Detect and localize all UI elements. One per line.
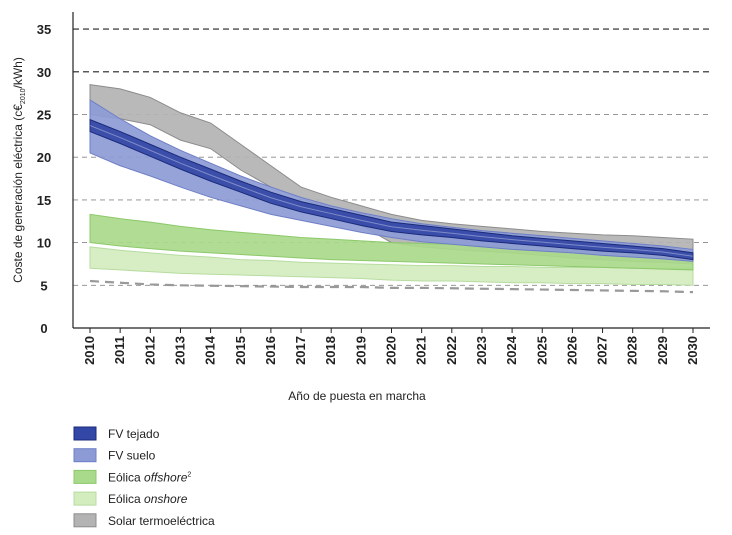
axes	[72, 12, 710, 333]
area-e-lica-onshore	[89, 246, 694, 286]
y-tick-label-25: 25	[37, 107, 51, 122]
legend-label-e-lica-onshore: Eólica onshore	[108, 492, 188, 506]
x-tick-label-2022: 2022	[444, 336, 459, 365]
legend-label-fv-suelo: FV suelo	[108, 449, 156, 463]
area-fv-tejado	[89, 118, 694, 261]
x-tick-label-2023: 2023	[474, 336, 489, 365]
y-tick-label-0: 0	[40, 321, 47, 336]
x-tick-label-2028: 2028	[625, 336, 640, 365]
x-tick-label-2030: 2030	[685, 336, 700, 365]
legend-swatch-fv-suelo	[73, 448, 97, 463]
area-fv-tejado-midline	[89, 125, 694, 257]
y-axis-title-prefix: Coste de generación eléctrica (c€	[11, 104, 25, 283]
x-tick-label-2025: 2025	[534, 336, 549, 365]
reference-lines	[89, 279, 694, 294]
y-axis-title-suffix: /kWh)	[11, 57, 25, 88]
y-axis-title-subscript: 2010	[20, 88, 27, 104]
legend-swatch-e-lica-offshore	[73, 469, 97, 484]
y-tick-label-5: 5	[40, 278, 47, 293]
x-tick-label-2013: 2013	[172, 336, 187, 365]
x-tick-label-2018: 2018	[323, 336, 338, 365]
x-tick-label-2019: 2019	[353, 336, 368, 365]
x-tick-label-2010: 2010	[82, 336, 97, 365]
legend-label-solar-termoel-ctrica: Solar termoeléctrica	[108, 514, 215, 528]
y-tick-labels: 0 5 10 15 20 25 30 35	[37, 22, 51, 336]
legend-swatch-fv-tejado	[73, 426, 97, 441]
x-tick-label-2021: 2021	[414, 336, 429, 365]
x-tick-labels: 2010 2011 2012 2013 2014 2015 2016 2017 2018 2019…	[82, 335, 700, 365]
legend-label-e-lica-offshore: Eólica offshore2	[108, 470, 191, 484]
x-tick-label-2026: 2026	[564, 336, 579, 365]
x-tick-label-2016: 2016	[263, 336, 278, 365]
legend-label-fv-tejado: FV tejado	[108, 427, 160, 441]
x-axis-title: Año de puesta en marcha	[288, 389, 426, 403]
y-tick-label-20: 20	[37, 150, 51, 165]
x-tick-label-2029: 2029	[655, 336, 670, 365]
legend: FV tejado FV suelo Eólica offshore2 Eólica …	[73, 426, 215, 528]
x-tick-label-2015: 2015	[233, 336, 248, 365]
x-tick-label-2020: 2020	[384, 336, 399, 365]
reference-line-0	[89, 279, 694, 294]
legend-swatch-solar-termoel-ctrica	[73, 513, 97, 528]
y-tick-label-10: 10	[37, 236, 51, 251]
legend-swatch-e-lica-onshore	[73, 491, 97, 506]
series-areas	[89, 84, 694, 286]
y-axis-title: Coste de generación eléctrica (c€2010/kW…	[11, 57, 27, 283]
x-tick-label-2012: 2012	[142, 336, 157, 365]
y-tick-label-30: 30	[37, 65, 51, 80]
area-e-lica-offshore	[89, 213, 694, 271]
x-tick-label-2014: 2014	[203, 335, 218, 365]
x-tick-label-2027: 2027	[595, 336, 610, 365]
x-tick-label-2017: 2017	[293, 336, 308, 365]
x-tick-label-2011: 2011	[112, 336, 127, 364]
y-tick-label-15: 15	[37, 193, 51, 208]
y-tick-label-35: 35	[37, 22, 51, 37]
x-tick-label-2024: 2024	[504, 335, 519, 365]
